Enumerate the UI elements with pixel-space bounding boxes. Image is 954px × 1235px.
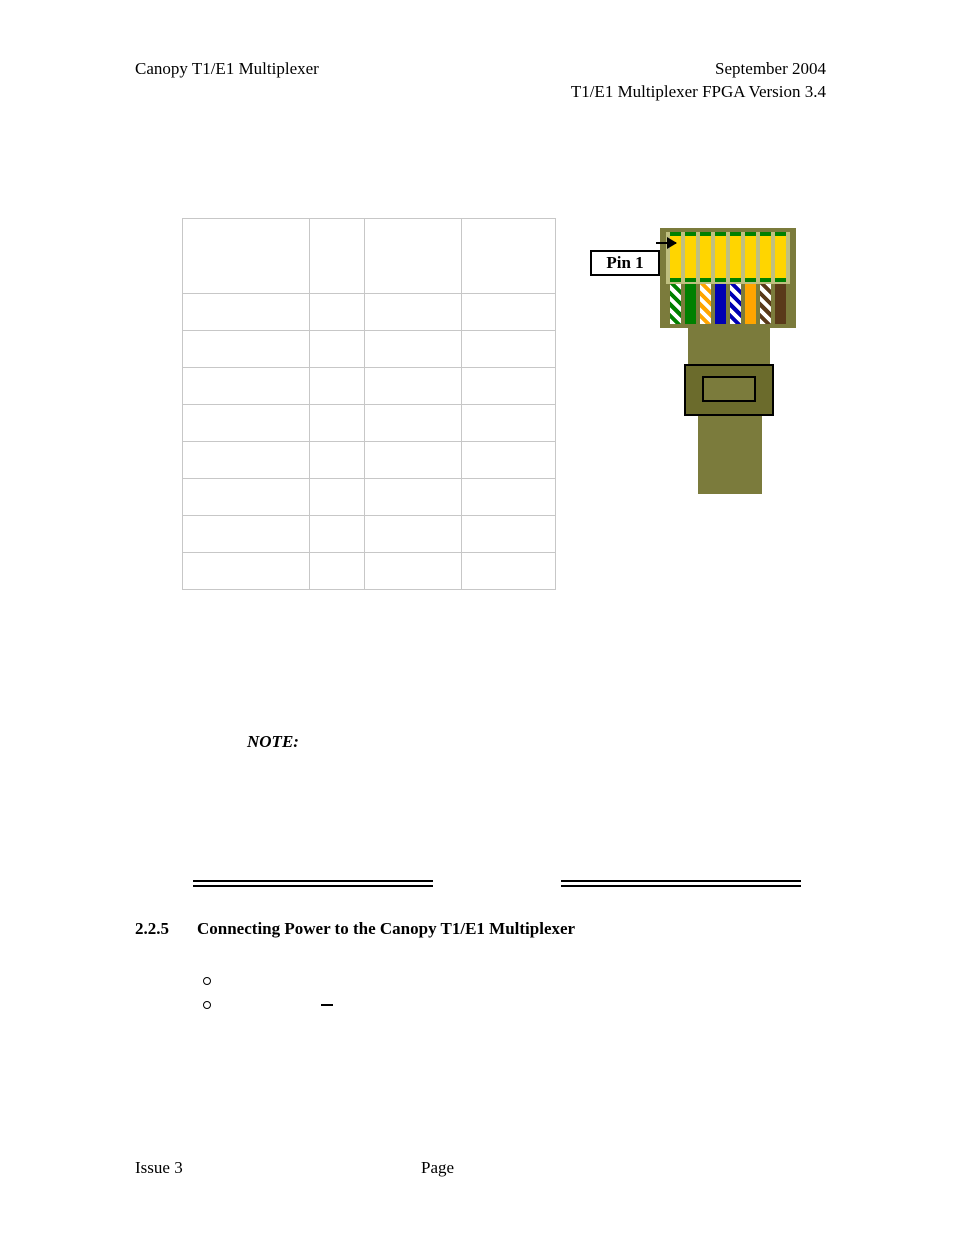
footer-issue: Issue 3: [135, 1158, 421, 1178]
table-cell: [364, 478, 462, 515]
contact-pin: [685, 232, 696, 282]
table-cell: [183, 367, 310, 404]
table-cell: [183, 404, 310, 441]
pin1-label: Pin 1: [590, 250, 660, 276]
table-cell: [364, 330, 462, 367]
wire: [670, 284, 681, 324]
list-item: [203, 969, 826, 993]
table-cell: [462, 293, 556, 330]
table-cell: [364, 404, 462, 441]
table-header-cell: [309, 218, 364, 293]
table-cell: [462, 330, 556, 367]
note-label: NOTE:: [247, 732, 299, 751]
table-cell: [462, 478, 556, 515]
table-cell: [309, 478, 364, 515]
table-cell: [183, 478, 310, 515]
bullet-list: [203, 969, 826, 1017]
table-header-cell: [364, 218, 462, 293]
table-row: [183, 367, 556, 404]
body-area: Pin 1: [182, 218, 826, 590]
strain-relief-window: [702, 376, 756, 402]
table-cell: [309, 367, 364, 404]
page: Canopy T1/E1 Multiplexer September 2004 …: [0, 0, 954, 1235]
table-cell: [364, 293, 462, 330]
wire: [760, 284, 771, 324]
bullet-icon: [203, 977, 211, 985]
pin-table: [182, 218, 556, 590]
table-cell: [309, 293, 364, 330]
double-rule-pair: [193, 880, 826, 887]
page-header: Canopy T1/E1 Multiplexer September 2004 …: [135, 58, 826, 104]
cable-jacket: [688, 326, 770, 364]
list-item: [203, 993, 826, 1017]
section-number: 2.2.5: [135, 919, 197, 939]
contact-pin: [715, 232, 726, 282]
table-cell: [183, 552, 310, 589]
table-cell: [462, 367, 556, 404]
table-cell: [309, 552, 364, 589]
wire: [775, 284, 786, 324]
table-cell: [309, 404, 364, 441]
header-right: September 2004 T1/E1 Multiplexer FPGA Ve…: [571, 58, 826, 104]
pin1-arrow-icon: [656, 242, 676, 244]
table-cell: [309, 441, 364, 478]
table-row: [183, 293, 556, 330]
table-cell: [183, 515, 310, 552]
dash-icon: [321, 1004, 333, 1006]
table-header-cell: [183, 218, 310, 293]
table-cell: [183, 330, 310, 367]
table-header-cell: [462, 218, 556, 293]
rj45-connector-figure: Pin 1: [590, 218, 816, 500]
header-left: Canopy T1/E1 Multiplexer: [135, 58, 319, 104]
table-row: [183, 330, 556, 367]
section-heading: 2.2.5 Connecting Power to the Canopy T1/…: [135, 919, 826, 939]
wire: [730, 284, 741, 324]
table-cell: [364, 552, 462, 589]
table-cell: [462, 404, 556, 441]
header-date: September 2004: [571, 58, 826, 81]
table-row: [183, 404, 556, 441]
wire: [745, 284, 756, 324]
table-cell: [462, 441, 556, 478]
contact-pin: [700, 232, 711, 282]
table-cell: [364, 441, 462, 478]
header-version: T1/E1 Multiplexer FPGA Version 3.4: [571, 81, 826, 104]
table-cell: [309, 515, 364, 552]
table-row: [183, 552, 556, 589]
wire: [700, 284, 711, 324]
table-row: [183, 441, 556, 478]
bullet-icon: [203, 1001, 211, 1009]
contact-pin: [730, 232, 741, 282]
contact-pin: [760, 232, 771, 282]
table-header-row: [183, 218, 556, 293]
cable-tail: [698, 416, 762, 494]
double-rule-left: [193, 880, 433, 887]
table-row: [183, 478, 556, 515]
wire: [685, 284, 696, 324]
table-cell: [183, 441, 310, 478]
table-cell: [364, 515, 462, 552]
section-title: Connecting Power to the Canopy T1/E1 Mul…: [197, 919, 575, 939]
double-rule-right: [561, 880, 801, 887]
footer-page-label: Page: [421, 1158, 454, 1178]
contact-pin: [745, 232, 756, 282]
table-cell: [309, 330, 364, 367]
note-block: NOTE:: [247, 732, 826, 752]
table-cell: [462, 552, 556, 589]
contact-pin: [775, 232, 786, 282]
page-footer: Issue 3 Page: [135, 1158, 826, 1178]
table-cell: [364, 367, 462, 404]
table-cell: [183, 293, 310, 330]
table-cell: [462, 515, 556, 552]
wire: [715, 284, 726, 324]
table-row: [183, 515, 556, 552]
